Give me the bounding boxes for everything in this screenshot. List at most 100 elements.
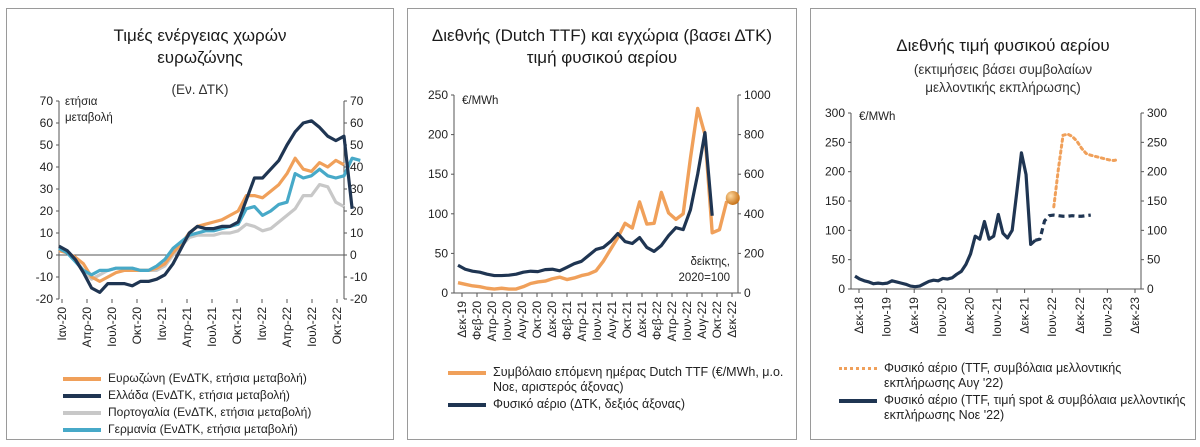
legend-label: Ελλάδα (ΕνΔΤΚ, ετήσια μεταβολή) — [108, 388, 290, 402]
y-axis-label: €/MWh — [462, 95, 498, 107]
x-tick-label: Δεκ-18 — [852, 297, 866, 334]
legend-swatch — [448, 403, 486, 407]
latest-value-marker — [725, 190, 740, 205]
x-tick-label: Ιουλ-21 — [205, 307, 219, 347]
y-tick-label: 100 — [825, 223, 845, 237]
x-tick-label: Ιουλ-22 — [305, 307, 319, 347]
y-axis-label: ετήσια — [65, 96, 98, 108]
legend-label: Φυσικό αέριο (TTF, τιμή spot & συμβόλαια… — [884, 393, 1186, 422]
x-tick-label: Δεκ-22 — [725, 301, 739, 338]
chart-1-plot: -20-10010203040506070-20-100102030405060… — [36, 94, 368, 348]
y-tick-label: 150 — [825, 194, 845, 208]
legend-item: Ελλάδα (ΕνΔΤΚ, ετήσια μεταβολή) — [63, 388, 311, 403]
chart-2-legend: Συμβόλαιο επόμενη ημέρας Dutch TTF (€/MW… — [448, 365, 796, 414]
x-tick-label: Ιουλ-20 — [105, 307, 119, 347]
y2-tick-label: 10 — [350, 226, 364, 240]
x-tick-label: Οκτ-20 — [530, 301, 544, 339]
chart-2-plot: 0 50 100 150 200 250 0 200 400 600 800 1000 €/MWh δεί… — [428, 88, 771, 342]
x-tick-label: Δεκ-19 — [907, 297, 921, 334]
chart-2-title: Διεθνής (Dutch TTF) και εγχώρια (βασει Δ… — [431, 26, 773, 67]
y-tick-label: -20 — [36, 292, 54, 306]
y2-tick-label: 300 — [1147, 106, 1167, 120]
y-tick-label: 40 — [40, 160, 54, 174]
x-tick-label: Φεβ-22 — [650, 301, 664, 340]
y-axis-label: €/MWh — [859, 111, 895, 123]
x-tick-label: Απρ-21 — [575, 301, 589, 342]
x-tick-label: Απρ-22 — [280, 307, 294, 348]
legend-label: Γερμανία (ΕνΔΤΚ, ετήσια μεταβολή) — [108, 422, 298, 436]
legend-item: Γερμανία (ΕνΔΤΚ, ετήσια μεταβολή) — [63, 422, 311, 437]
y-tick-label: 0 — [46, 248, 53, 262]
x-tick-label: Φεβ-20 — [470, 301, 484, 340]
x-tick-label: Ιουν-22 — [680, 301, 694, 341]
legend-label: Ευρωζώνη (ΕνΔΤΚ, ετήσια μεταβολή) — [108, 371, 307, 385]
chart-panel-1: Τιμές ενέργειας χωρών ευρωζώνης (Εν. ΔΤΚ… — [6, 8, 394, 440]
y-tick-label: 50 — [832, 253, 846, 267]
series-line-futures-nov — [1034, 213, 1091, 242]
chart-panel-2: Διεθνής (Dutch TTF) και εγχώρια (βασει Δ… — [407, 8, 797, 440]
x-tick-label: Δεκ-22 — [1073, 297, 1087, 334]
x-tick-label: Δεκ-23 — [1128, 297, 1142, 334]
series-line-spot — [854, 151, 1037, 289]
y2-tick-label: 1000 — [744, 88, 771, 102]
y-tick-label: 250 — [825, 135, 845, 149]
y-tick-label: 10 — [40, 226, 54, 240]
y2-tick-label: -20 — [350, 292, 368, 306]
legend-swatch — [448, 371, 486, 375]
y-tick-label: 30 — [40, 182, 54, 196]
y2-tick-label: 0 — [350, 248, 357, 262]
y2-axis-label: 2020=100 — [679, 272, 731, 284]
series-line-teal — [58, 156, 361, 277]
y2-tick-label: 70 — [350, 94, 364, 108]
y2-tick-label: 150 — [1147, 194, 1167, 208]
x-tick-label: Απρ-20 — [80, 307, 94, 348]
y2-tick-label: 200 — [744, 246, 764, 260]
chart-3-plot: 0 50 100 150 200 250 300 0 50 100 150 200 250 300 €/MW… — [825, 106, 1167, 337]
y2-tick-label: 0 — [1147, 282, 1154, 296]
x-tick-label: Δεκ-20 — [545, 301, 559, 338]
chart-3-subtitle: (εκτιμήσεις βάσει συμβολαίων μελλοντικής… — [913, 62, 1093, 95]
x-tick-label: Απρ-22 — [665, 301, 679, 342]
legend-label: Φυσικό αέριο (ΔΤΚ, δεξιός άξονας) — [493, 397, 686, 411]
chart-1-title: Τιμές ενέργειας χωρών ευρωζώνης — [113, 26, 287, 67]
chart-1-subtitle: (Εν. ΔΤΚ) — [171, 82, 229, 97]
x-tick-label: Οκτ-22 — [710, 301, 724, 339]
y2-tick-label: -10 — [350, 270, 368, 284]
chart-panel-3: Διεθνής τιμή φυσικού αερίου (εκτιμήσεις … — [810, 8, 1196, 440]
y-tick-label: 300 — [825, 106, 845, 120]
x-tick-label: Ιαν-22 — [255, 307, 269, 341]
chart-3-legend: Φυσικό αέριο (TTF, συμβόλαια μελλοντικής… — [839, 361, 1195, 425]
x-tick-label: Φεβ-21 — [560, 301, 574, 340]
y2-tick-label: 0 — [744, 286, 751, 300]
y-tick-label: 250 — [428, 88, 448, 102]
x-tick-label: Ιαν-21 — [155, 307, 169, 341]
y2-tick-label: 50 — [350, 138, 364, 152]
y2-tick-label: 800 — [744, 128, 764, 142]
x-tick-label: Αυγ-22 — [695, 301, 709, 339]
y2-tick-label: 250 — [1147, 135, 1167, 149]
y-tick-label: 200 — [825, 165, 845, 179]
series-line-ttf — [457, 106, 729, 291]
x-tick-label: Δεκ-21 — [1018, 297, 1032, 334]
y-tick-label: 60 — [40, 116, 54, 130]
x-tick-label: Δεκ-20 — [962, 297, 976, 334]
y2-tick-label: 40 — [350, 160, 364, 174]
series-line-cpi — [457, 131, 714, 278]
legend-label: Πορτογαλία (ΕνΔΤΚ, ετήσια μεταβολή) — [108, 405, 312, 419]
x-tick-label: Δεκ-21 — [635, 301, 649, 338]
y-axis-label: μεταβολή — [65, 112, 113, 124]
legend-item: Φυσικό αέριο (TTF, συμβόλαια μελλοντικής… — [839, 361, 1195, 391]
x-tick-label: Οκτ-20 — [130, 307, 144, 345]
y2-tick-label: 60 — [350, 116, 364, 130]
y2-tick-label: 100 — [1147, 223, 1167, 237]
y2-tick-label: 50 — [1147, 253, 1161, 267]
y-tick-label: 0 — [441, 286, 448, 300]
x-tick-label: Οκτ-21 — [230, 307, 244, 345]
x-tick-label: Οκτ-22 — [330, 307, 344, 345]
legend-swatch — [839, 367, 877, 370]
y2-tick-label: 30 — [350, 182, 364, 196]
y-tick-label: 50 — [435, 246, 449, 260]
y2-tick-label: 400 — [744, 207, 764, 221]
y2-axis-label: δείκτης, — [690, 256, 730, 268]
y-tick-label: 20 — [40, 204, 54, 218]
